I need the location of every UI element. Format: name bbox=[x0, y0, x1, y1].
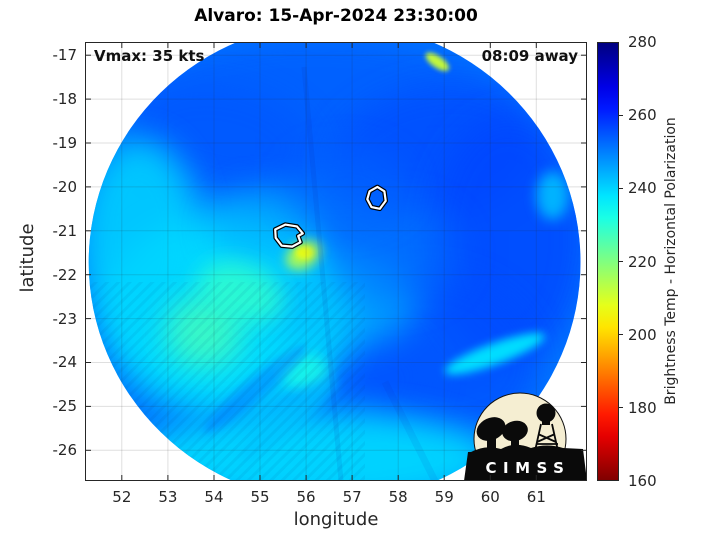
vmax-annotation: Vmax: 35 kts bbox=[94, 47, 205, 65]
y-tick-label: -19 bbox=[52, 133, 78, 152]
x-tick-label: 57 bbox=[342, 488, 362, 506]
x-tick-label: 59 bbox=[434, 488, 454, 506]
axes-border bbox=[85, 42, 587, 481]
colorbar-tick-label: 220 bbox=[628, 252, 657, 271]
colorbar-notch bbox=[618, 114, 623, 116]
cimss-banner bbox=[464, 449, 587, 481]
storm-contours bbox=[272, 184, 388, 249]
y-tick-label: -18 bbox=[52, 90, 78, 109]
x-tick-label: 52 bbox=[112, 488, 132, 506]
colorbar-tick-label: 160 bbox=[628, 472, 657, 490]
y-tick-label: -22 bbox=[52, 265, 78, 284]
y-tick-label: -26 bbox=[52, 441, 78, 460]
y-tick-label: -24 bbox=[52, 353, 78, 372]
cimss-text: CIMSS bbox=[486, 459, 571, 477]
colorbar-tick-label: 200 bbox=[628, 325, 657, 344]
x-tick-label: 54 bbox=[204, 488, 224, 506]
x-tick-label: 60 bbox=[480, 488, 500, 506]
y-tick-label: -23 bbox=[52, 309, 78, 328]
x-axis-label: longitude bbox=[293, 509, 379, 530]
colorbar-notch bbox=[618, 261, 623, 262]
colorbar-notch bbox=[618, 407, 623, 409]
y-axis-label: latitude bbox=[17, 223, 38, 293]
colorbar-tick-label: 260 bbox=[628, 106, 657, 125]
y-tick-label: -21 bbox=[52, 221, 78, 240]
colorbar-notch bbox=[618, 334, 623, 336]
time-away-annotation: 08:09 away bbox=[481, 47, 578, 65]
x-tick-label: 56 bbox=[296, 488, 316, 506]
y-tick-label: -20 bbox=[52, 177, 78, 196]
colorbar bbox=[597, 42, 619, 481]
map-plot-area: CIMSS Vmax: 35 kts 08:09 away bbox=[85, 42, 587, 481]
colorbar-tick-label: 240 bbox=[628, 179, 657, 198]
colorbar-tick-label: 180 bbox=[628, 398, 657, 417]
cimss-logo: CIMSS bbox=[464, 392, 587, 481]
colorbar-notch bbox=[618, 187, 623, 189]
y-tick-label: -17 bbox=[52, 46, 78, 65]
x-tick-label: 58 bbox=[388, 488, 408, 506]
x-tick-label: 53 bbox=[158, 488, 178, 506]
x-tick-label: 61 bbox=[526, 488, 546, 506]
satellite-swath-map: CIMSS bbox=[85, 42, 587, 481]
x-tick-label: 55 bbox=[250, 488, 270, 506]
plot-title: Alvaro: 15-Apr-2024 23:30:00 bbox=[194, 6, 478, 26]
y-tick-label: -25 bbox=[52, 397, 78, 416]
colorbar-label: Brightness Temp - Horizontal Polarizatio… bbox=[663, 117, 679, 405]
colorbar-tick-label: 280 bbox=[628, 33, 657, 51]
temperature-features bbox=[88, 42, 581, 481]
